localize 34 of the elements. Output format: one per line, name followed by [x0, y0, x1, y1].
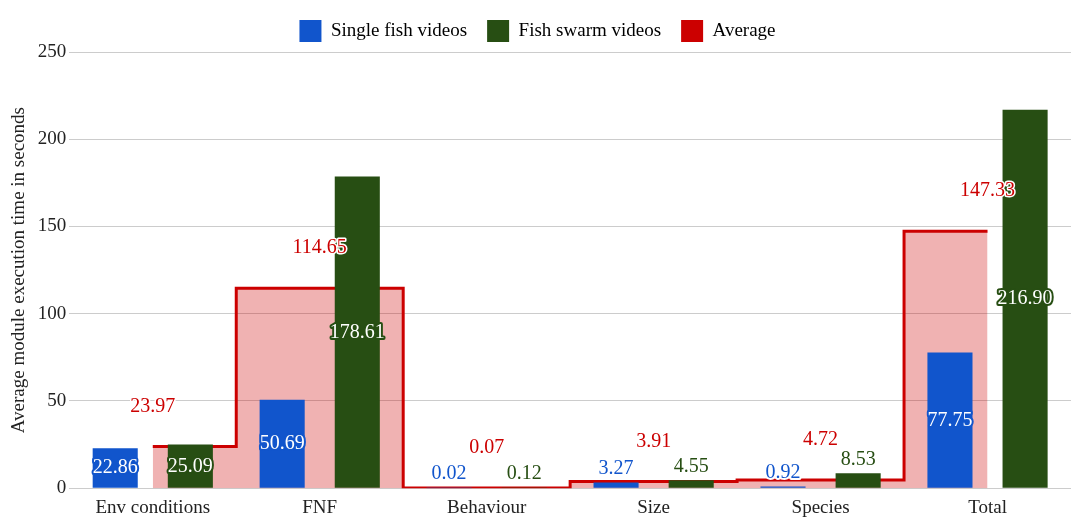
data-label: 0.07 — [469, 435, 505, 458]
data-label: 77.75 — [927, 407, 973, 430]
data-label: 3.91 — [636, 428, 672, 451]
data-label: 0.02 — [431, 461, 467, 484]
data-label: 8.53 — [840, 446, 876, 469]
data-label: 50.69 — [259, 431, 305, 454]
data-label: 22.86 — [92, 455, 138, 478]
x-tick-label: Size — [637, 495, 670, 517]
y-tick-label: 50 — [47, 388, 67, 410]
y-tick-label: 250 — [37, 39, 67, 61]
x-tick-label: Env conditions — [95, 495, 211, 517]
x-tick-label: Species — [791, 495, 850, 517]
bar — [593, 482, 639, 488]
y-tick-label: 150 — [37, 214, 67, 236]
data-label: 4.72 — [803, 427, 839, 450]
bar — [668, 480, 714, 488]
legend-label: Average — [712, 18, 776, 40]
data-label: 4.55 — [673, 453, 709, 476]
legend-label: Single fish videos — [330, 18, 468, 40]
y-tick-label: 200 — [37, 127, 67, 149]
data-label: 0.12 — [506, 461, 542, 484]
bar — [927, 352, 973, 488]
x-tick-label: FNF — [302, 495, 338, 517]
y-tick-label: 100 — [37, 301, 67, 323]
y-axis-title: Average module execution time in seconds — [7, 106, 29, 434]
data-label: 0.92 — [765, 459, 801, 482]
data-label: 3.27 — [598, 455, 634, 478]
legend-label: Fish swarm videos — [518, 18, 662, 40]
data-label: 25.09 — [167, 453, 213, 476]
x-tick-label: Behaviour — [447, 495, 527, 517]
x-tick-label: Total — [968, 495, 1007, 517]
bar — [835, 473, 881, 488]
data-label: 23.97 — [130, 393, 176, 416]
y-tick-label: 0 — [56, 476, 67, 498]
